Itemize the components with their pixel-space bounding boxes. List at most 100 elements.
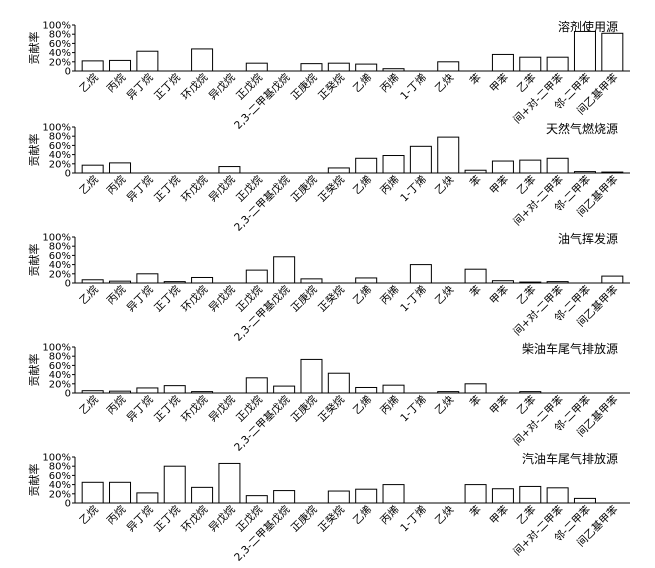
- y-tick-label: 100%: [42, 123, 71, 134]
- bar-1: [81, 164, 104, 174]
- x-tick-label: 甲苯: [487, 71, 511, 95]
- bar-16: [491, 53, 514, 72]
- x-tick-label: 乙烷: [77, 503, 101, 527]
- y-tick-label: 80%: [49, 30, 71, 41]
- bar-3: [136, 50, 159, 72]
- bar-12: [382, 68, 405, 72]
- bar-12: [382, 384, 405, 394]
- bar-20: [601, 275, 624, 284]
- x-tick-label: 正癸烷: [315, 283, 347, 315]
- x-tick-label: 异戊烷: [206, 393, 238, 425]
- y-axis-label: 贡献率: [27, 244, 41, 277]
- bar-10: [327, 372, 350, 394]
- y-tick-label: 80%: [49, 242, 71, 253]
- bar-4: [163, 465, 186, 504]
- bar-9: [300, 358, 323, 394]
- x-tick-label: 异丁烷: [124, 173, 156, 205]
- y-axis-label: 贡献率: [27, 464, 41, 497]
- x-tick-label: 环戊烷: [179, 173, 211, 205]
- y-tick-label: 60%: [49, 141, 71, 152]
- x-tick-label: 甲苯: [487, 393, 511, 417]
- x-tick-label: 丙烯: [378, 393, 402, 417]
- x-tick-label: 正庚烷: [288, 503, 320, 535]
- bar-1: [81, 279, 104, 284]
- bar-7: [245, 62, 268, 72]
- panel-title: 溶剂使用源: [558, 19, 618, 34]
- y-axis-label: 贡献率: [27, 354, 41, 387]
- bar-8: [273, 385, 296, 394]
- y-tick-label: 20%: [49, 489, 71, 500]
- y-tick-label: 20%: [49, 379, 71, 390]
- x-tick-label: 正庚烷: [288, 173, 320, 205]
- x-tick-label: 丙烷: [104, 71, 128, 95]
- x-tick-label: 异戊烷: [206, 71, 238, 103]
- bar-15: [464, 383, 487, 394]
- bar-8: [273, 490, 296, 504]
- x-tick-label: 乙烯: [350, 71, 374, 95]
- y-tick-label: 60%: [49, 39, 71, 50]
- x-tick-label: 正癸烷: [315, 393, 347, 425]
- x-tick-label: 异丁烷: [124, 283, 156, 315]
- bar-10: [327, 167, 350, 174]
- x-tick-label: 异戊烷: [206, 173, 238, 205]
- bar-20: [601, 171, 624, 174]
- bar-15: [464, 484, 487, 504]
- bar-17: [519, 281, 542, 284]
- x-tick-label: 1-丁烯: [398, 503, 430, 535]
- x-tick-label: 1-丁烯: [398, 283, 430, 315]
- bar-10: [327, 62, 350, 72]
- y-tick-label: 80%: [49, 352, 71, 363]
- y-tick-label: 80%: [49, 132, 71, 143]
- x-tick-label: 乙烷: [77, 71, 101, 95]
- bar-9: [300, 63, 323, 72]
- bar-16: [491, 160, 514, 174]
- x-tick-label: 乙烯: [350, 173, 374, 197]
- bar-11: [355, 488, 378, 504]
- bar-17: [519, 159, 542, 174]
- x-tick-label: 乙炔: [433, 71, 457, 95]
- x-tick-label: 正庚烷: [288, 393, 320, 425]
- bar-17: [519, 485, 542, 504]
- x-tick-label: 苯: [467, 71, 484, 88]
- x-tick-label: 乙烷: [77, 393, 101, 417]
- bar-19: [573, 30, 596, 72]
- y-tick-label: 0: [65, 279, 71, 290]
- x-tick-label: 乙苯: [514, 503, 538, 527]
- x-tick-label: 正丁烷: [151, 503, 183, 535]
- x-tick-label: 异戊烷: [206, 503, 238, 535]
- bar-11: [355, 157, 378, 174]
- x-tick-label: 异丁烷: [124, 503, 156, 535]
- bar-5: [191, 48, 214, 72]
- bar-10: [327, 490, 350, 504]
- bar-18: [546, 281, 569, 284]
- bar-1: [81, 390, 104, 394]
- bar-17: [519, 56, 542, 72]
- y-tick-label: 20%: [49, 159, 71, 170]
- bar-3: [136, 273, 159, 284]
- y-tick-label: 20%: [49, 57, 71, 68]
- bar-7: [245, 377, 268, 394]
- y-tick-label: 100%: [42, 21, 71, 32]
- bar-14: [437, 136, 460, 174]
- x-tick-label: 乙炔: [433, 503, 457, 527]
- x-tick-label: 乙烯: [350, 503, 374, 527]
- panel-title: 汽油车尾气排放源: [522, 451, 618, 466]
- y-tick-label: 0: [65, 389, 71, 400]
- bar-11: [355, 277, 378, 284]
- bar-19: [573, 171, 596, 174]
- x-tick-label: 正丁烷: [151, 283, 183, 315]
- x-tick-label: 1-丁烯: [398, 173, 430, 205]
- x-tick-label: 丙烷: [104, 393, 128, 417]
- bar-3: [136, 492, 159, 504]
- x-tick-label: 乙苯: [514, 283, 538, 307]
- y-tick-label: 60%: [49, 361, 71, 372]
- x-tick-label: 丙烯: [378, 503, 402, 527]
- bar-2: [109, 280, 132, 284]
- bar-2: [109, 390, 132, 394]
- bar-2: [109, 481, 132, 504]
- y-tick-label: 40%: [49, 370, 71, 381]
- bar-15: [464, 268, 487, 284]
- x-tick-label: 乙苯: [514, 393, 538, 417]
